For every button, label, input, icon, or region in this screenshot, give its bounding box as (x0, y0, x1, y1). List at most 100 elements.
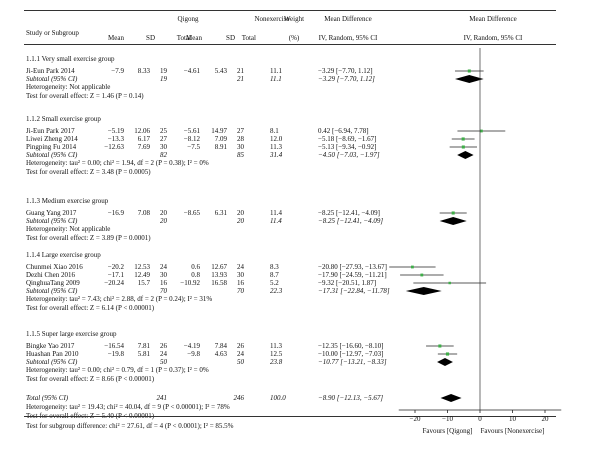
q-sd: 15.7 (137, 279, 150, 287)
header-nonexercise: Nonexercise (254, 15, 290, 23)
header-n-sd: SD (226, 34, 235, 42)
subtotal-ci: −3.29 [−7.70, 1.12] (318, 75, 375, 83)
subtotal-label: Subtotal (95% CI) (26, 287, 78, 295)
subtotal-n-total: 85 (237, 151, 244, 159)
total-ci: −8.90 [−12.13, −5.67] (318, 394, 384, 402)
subtotal-q-total: 50 (160, 358, 167, 366)
weight: 11.1 (270, 67, 282, 75)
ci-text: −10.00 [−12.97, −7.03] (318, 350, 384, 358)
n-sd: 14.97 (211, 127, 227, 135)
subtotal-weight: 31.4 (270, 151, 283, 159)
subtotal-q-total: 19 (160, 75, 167, 83)
heterogeneity-text: Heterogeneity: Not applicable (26, 225, 111, 233)
study-point (461, 137, 465, 141)
bottom-rule (24, 416, 556, 417)
header-qigong: Qigong (177, 15, 199, 23)
n-total: 30 (237, 143, 244, 151)
study-point (451, 211, 455, 215)
q-total: 25 (160, 127, 167, 135)
subtotal-ci: −4.50 [−7.03, −1.97] (318, 151, 380, 159)
n-sd: 6.31 (214, 209, 227, 217)
x-tick-label: 10 (509, 415, 516, 423)
weight: 5.2 (270, 279, 279, 287)
ci-text: −8.25 [−12.41, −4.09] (318, 209, 381, 217)
n-sd: 12.67 (211, 263, 227, 271)
n-mean: −8.65 (183, 209, 200, 217)
n-mean: −9.8 (187, 350, 200, 358)
study-name: Guang Yang 2017 (26, 209, 77, 217)
subtotal-q-total: 82 (160, 151, 167, 159)
subtotal-q-total: 20 (160, 217, 167, 225)
n-mean: 0.6 (191, 263, 200, 271)
header-rule (24, 44, 556, 45)
weight: 11.3 (270, 342, 282, 350)
subtotal-n-total: 50 (237, 358, 244, 366)
subtotal-ci: −17.31 [−22.84, −11.78] (318, 287, 390, 295)
subtotal-label: Subtotal (95% CI) (26, 75, 78, 83)
header-plot-method: IV, Random, 95% CI (463, 34, 523, 42)
study-point (411, 265, 414, 269)
group-title: 1.1.2 Small exercise group (26, 115, 101, 123)
subtotal-label: Subtotal (95% CI) (26, 217, 78, 225)
study-point (438, 344, 442, 348)
weight: 8.7 (270, 271, 279, 279)
total-n: 246 (233, 394, 245, 402)
q-sd: 12.06 (134, 127, 150, 135)
n-sd: 7.84 (214, 342, 227, 350)
q-sd: 7.08 (137, 209, 150, 217)
x-tick-label: 20 (541, 415, 549, 423)
total-q: 241 (156, 394, 168, 402)
overall-effect-text: Test for overall effect: Z = 8.66 (P < 0… (26, 375, 155, 383)
n-sd: 4.63 (214, 350, 227, 358)
n-total: 16 (237, 279, 244, 287)
n-sd: 7.09 (214, 135, 227, 143)
n-sd: 13.93 (211, 271, 227, 279)
study-name: Huashan Pan 2010 (26, 350, 79, 358)
x-tick-label: 0 (478, 415, 482, 423)
heterogeneity-text: Heterogeneity: tau² = 0.00; chi² = 0.79,… (26, 366, 209, 374)
n-mean: −7.5 (187, 143, 200, 151)
q-total: 16 (160, 279, 167, 287)
header-q-mean: Mean (108, 34, 124, 42)
x-tick-label: −20 (409, 415, 421, 423)
n-sd: 16.58 (211, 279, 227, 287)
weight: 12.0 (270, 135, 283, 143)
subtotal-diamond (437, 358, 453, 366)
n-mean: −4.61 (183, 67, 200, 75)
q-mean: −16.54 (104, 342, 124, 350)
ci-text: −5.18 [−8.69, −1.67] (318, 135, 377, 143)
subtotal-diamond (439, 217, 467, 225)
subtotal-n-total: 20 (237, 217, 244, 225)
q-sd: 5.81 (137, 350, 150, 358)
overall-effect-text: Test for overall effect: Z = 1.46 (P = 0… (26, 92, 144, 100)
weight: 11.4 (270, 209, 282, 217)
group-title: 1.1.3 Medium exercise group (26, 197, 109, 205)
weight: 8.3 (270, 263, 279, 271)
n-mean: −8.12 (183, 135, 200, 143)
overall-effect-text: Test for overall effect: Z = 6.14 (P < 0… (26, 304, 155, 312)
q-total: 26 (160, 342, 167, 350)
subtotal-label: Subtotal (95% CI) (26, 358, 78, 366)
heterogeneity-text: Heterogeneity: tau² = 0.00; chi² = 1.94,… (26, 159, 209, 167)
ci-text: −20.80 [−27.93, −13.67] (318, 263, 388, 271)
study-name: Ji-Eun Park 2014 (26, 67, 75, 75)
subtotal-n-total: 21 (237, 75, 244, 83)
study-name: Dezhi Chen 2016 (26, 271, 75, 279)
study-name: QinghuaTang 2009 (26, 279, 80, 287)
group-title: 1.1.1 Very small exercise group (26, 55, 115, 63)
header-study: Study or Subgroup (26, 29, 79, 37)
q-mean: −20.2 (107, 263, 124, 271)
q-total: 27 (160, 135, 167, 143)
weight: 12.5 (270, 350, 283, 358)
favours-right: Favours [Nonexercise] (480, 427, 545, 435)
n-mean: −10.92 (180, 279, 200, 287)
n-total: 21 (237, 67, 244, 75)
subtotal-diamond (405, 287, 442, 295)
study-point (461, 145, 465, 149)
study-name: Chunmei Xiao 2016 (26, 263, 83, 271)
study-point (445, 352, 450, 356)
header-n-mean: Mean (186, 34, 202, 42)
header-md-method: IV, Random, 95% CI (318, 34, 378, 42)
subtotal-q-total: 70 (160, 287, 167, 295)
